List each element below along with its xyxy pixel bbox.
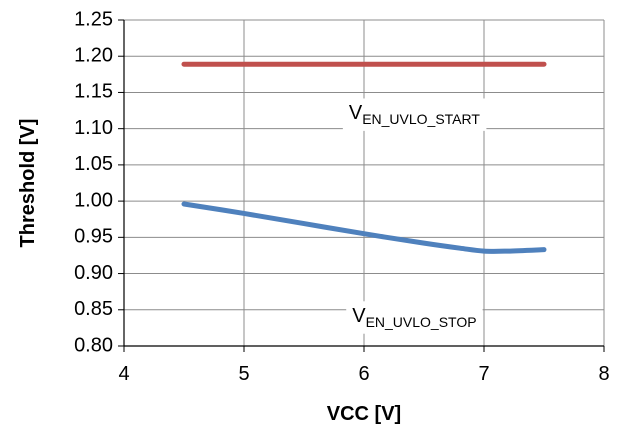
annotation-background (346, 301, 483, 334)
y-tick-label: 1.15 (74, 81, 113, 103)
y-tick-label: 0.85 (74, 298, 113, 320)
annotation-background (342, 98, 487, 131)
y-tick-label: 1.25 (74, 8, 113, 30)
tick-labels: 0.80 0.85 0.90 0.95 1.00 1.05 1.10 1.15 1.20 1.25… (74, 8, 610, 385)
series-annotation: VEN_UVLO_START (342, 98, 487, 131)
x-axis-title: VCC [V] (327, 403, 401, 425)
x-tick-label: 5 (238, 363, 249, 385)
y-tick-label: 1.10 (74, 117, 113, 139)
y-tick-label: 1.05 (74, 153, 113, 175)
axes (118, 19, 605, 352)
series-line-2 (181, 201, 547, 254)
annotation-label: VEN_UVLO_STOP (352, 305, 476, 329)
x-tick-label: 4 (118, 363, 129, 385)
x-tick-label: 8 (598, 363, 609, 385)
annotations: VEN_UVLO_START VEN_UVLO_STOP (342, 98, 487, 334)
y-tick-label: 0.95 (74, 226, 113, 248)
x-tick-label: 6 (358, 363, 369, 385)
y-axis-title: Threshold [V] (17, 119, 39, 248)
x-tick-label: 7 (478, 363, 489, 385)
y-tick-label: 1.20 (74, 45, 113, 67)
annotation-label: VEN_UVLO_START (349, 102, 481, 126)
gridlines (123, 19, 605, 347)
y-tick-label: 1.00 (74, 189, 113, 211)
y-tick-label: 0.80 (74, 334, 113, 356)
y-tick-label: 0.90 (74, 262, 113, 284)
series-annotation: VEN_UVLO_STOP (346, 301, 483, 334)
series (181, 61, 547, 254)
